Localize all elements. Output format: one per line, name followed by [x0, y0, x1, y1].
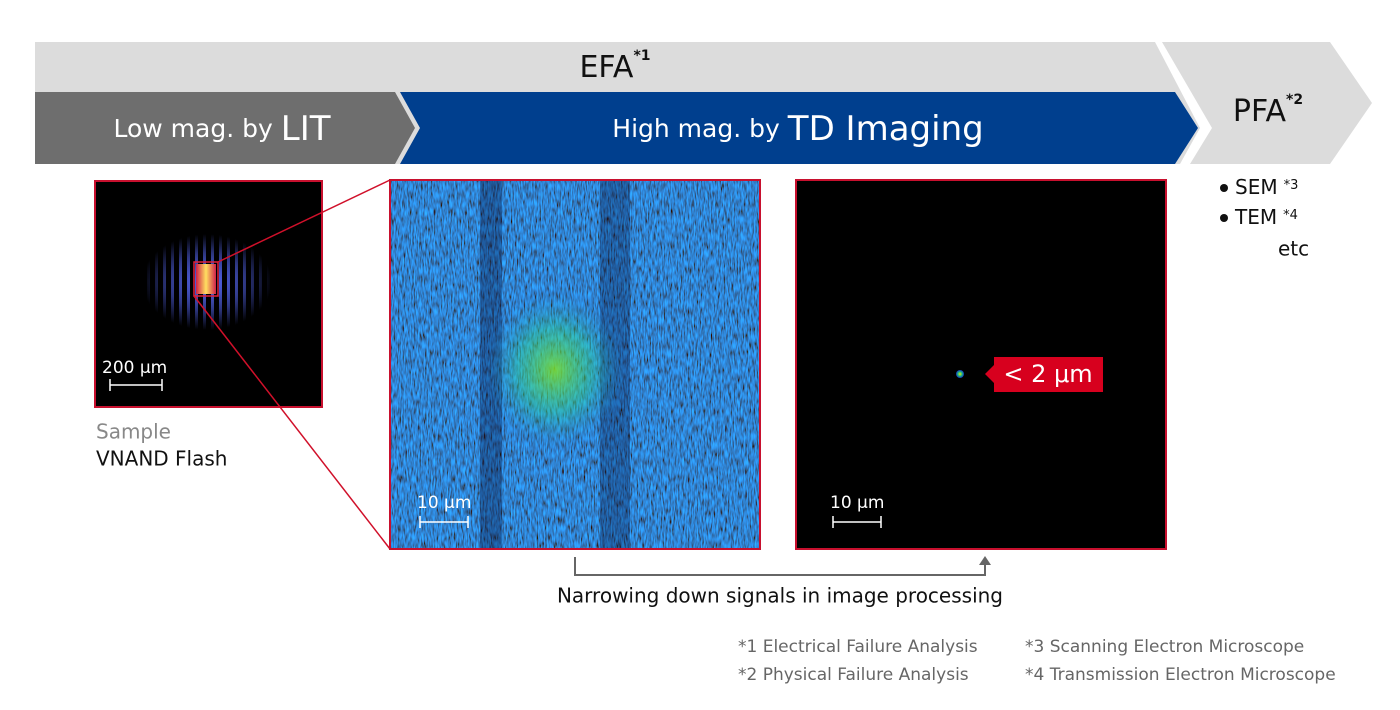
td-frame [389, 179, 761, 550]
efa-note: *1 [633, 48, 650, 64]
td-signal [480, 285, 630, 455]
footnote: *3 Scanning Electron Microscope [1025, 637, 1304, 657]
scale-label: 10 μm [830, 493, 884, 513]
bullet [1220, 214, 1228, 222]
high-mag-arrow [400, 92, 1198, 164]
scale-bar [419, 516, 469, 528]
efa-text: EFA [579, 50, 633, 85]
method-note: *3 [1284, 178, 1299, 193]
scale-bar [109, 379, 163, 391]
zoom-line [217, 179, 391, 263]
pfa-label: PFA*2 [1233, 92, 1303, 129]
method-label: TEM [1234, 205, 1277, 229]
hot-spot [196, 264, 216, 294]
zoom-box [193, 261, 219, 297]
method-label: SEM [1235, 175, 1278, 199]
low-mag-label: Low mag. by LIT [113, 109, 330, 149]
sample-name: VNAND Flash [96, 447, 227, 471]
processed-image [795, 179, 1167, 550]
bullet [1220, 184, 1228, 192]
footnote: *4 Transmission Electron Microscope [1025, 665, 1336, 685]
low-emphasis: LIT [281, 109, 331, 149]
signal-dot [956, 370, 964, 378]
pfa-more: etc [1278, 237, 1309, 261]
pfa-chevron [1162, 42, 1372, 164]
scale-label: 200 μm [102, 358, 167, 378]
pfa-method: SEM *3 [1235, 175, 1298, 199]
callout-label: < 2 μm [1003, 360, 1092, 388]
pfa-text: PFA [1233, 94, 1287, 129]
high-mag-label: High mag. by TD Imaging [612, 109, 983, 149]
footnote: *2 Physical Failure Analysis [738, 665, 969, 685]
low-mag-arrow [35, 92, 415, 164]
zoom-line [193, 295, 391, 550]
high-emphasis: TD Imaging [787, 109, 984, 149]
footnote: *1 Electrical Failure Analysis [738, 637, 978, 657]
pfa-method: TEM *4 [1234, 205, 1298, 229]
high-prefix: High mag. by [612, 114, 780, 143]
method-note: *4 [1283, 208, 1298, 223]
scale-label: 10 μm [417, 493, 471, 513]
callout-box [985, 357, 1103, 392]
scale-bar [832, 516, 882, 528]
efa-label: EFA*1 [579, 48, 650, 85]
bracket [574, 557, 986, 576]
bracket-arrow [979, 556, 991, 565]
caption: Narrowing down signals in image processi… [557, 584, 1003, 608]
sample-label: Sample [96, 420, 171, 444]
low-prefix: Low mag. by [113, 114, 272, 143]
pfa-note: *2 [1286, 92, 1303, 108]
